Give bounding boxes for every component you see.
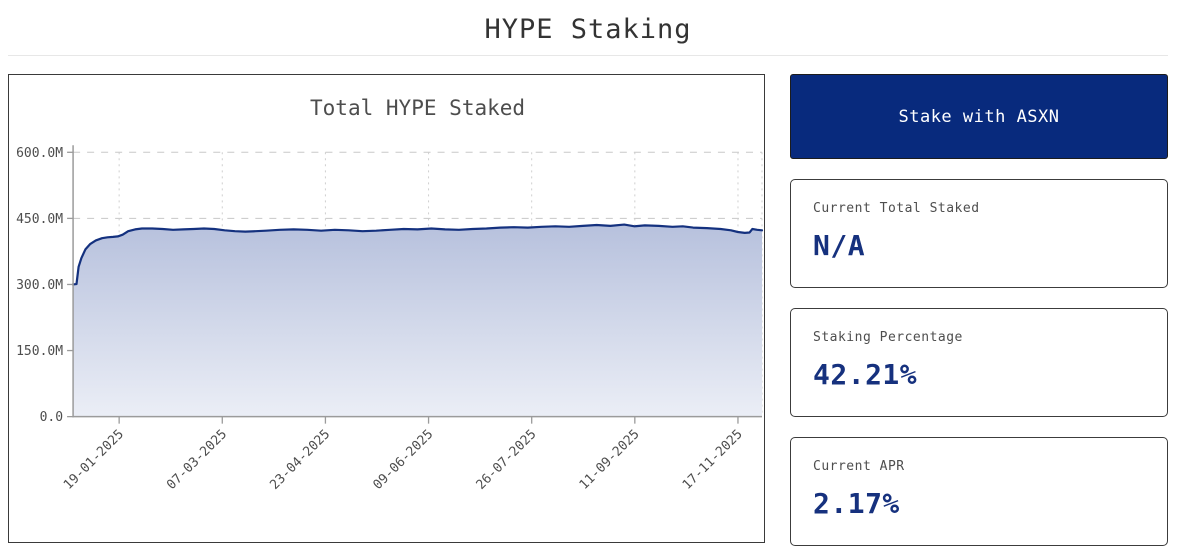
page-title: HYPE Staking <box>484 14 692 45</box>
total-staked-chart[interactable]: 0.0 150.0M 300.0M 450.0M 600.0M 19-01-2025 07-… <box>9 75 764 542</box>
stat-label: Current APR <box>813 459 905 474</box>
y-tick-label: 150.0M <box>16 344 63 359</box>
stat-value: 2.17% <box>813 487 900 520</box>
stats-panel: Stake with ASXN Current Total Staked N/A… <box>790 74 1168 546</box>
y-tick-label: 600.0M <box>16 146 63 161</box>
stat-value: N/A <box>813 229 866 262</box>
current-total-staked-card: Current Total Staked N/A <box>790 179 1168 288</box>
stat-label: Current Total Staked <box>813 201 980 216</box>
chart-title: Total HYPE Staked <box>310 95 525 120</box>
x-tick-label: 23-04-2025 <box>267 427 333 493</box>
y-tick-label: 0.0 <box>40 410 63 425</box>
main-layout: 0.0 150.0M 300.0M 450.0M 600.0M 19-01-2025 07-… <box>8 74 1168 546</box>
stake-with-asxn-button[interactable]: Stake with ASXN <box>790 74 1168 159</box>
x-tick-label: 11-09-2025 <box>577 427 643 493</box>
y-tick-label: 450.0M <box>16 212 63 227</box>
stat-value: 42.21% <box>813 358 918 391</box>
header-divider <box>8 55 1168 56</box>
x-tick-label: 07-03-2025 <box>164 427 230 493</box>
x-tick-label: 19-01-2025 <box>61 427 127 493</box>
total-staked-chart-panel: 0.0 150.0M 300.0M 450.0M 600.0M 19-01-2025 07-… <box>8 74 765 543</box>
x-tick-label: 17-11-2025 <box>680 427 746 493</box>
staked-line <box>71 223 764 286</box>
stat-label: Staking Percentage <box>813 330 963 345</box>
x-tick-label: 26-07-2025 <box>474 427 540 493</box>
current-apr-card: Current APR 2.17% <box>790 437 1168 546</box>
x-tick-label: 09-06-2025 <box>370 427 436 493</box>
staked-area <box>73 224 762 417</box>
staking-percentage-card: Staking Percentage 42.21% <box>790 308 1168 417</box>
y-tick-label: 300.0M <box>16 278 63 293</box>
